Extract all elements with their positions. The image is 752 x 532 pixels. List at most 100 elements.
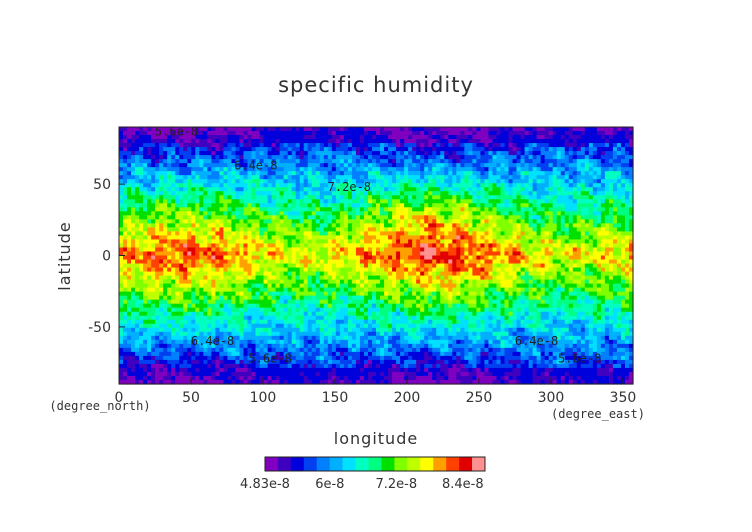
field-cell xyxy=(516,243,522,249)
field-cell xyxy=(251,135,257,140)
field-cell xyxy=(247,235,253,241)
field-cell xyxy=(580,203,586,208)
field-cell xyxy=(359,131,365,136)
field-cell xyxy=(416,175,421,180)
field-cell xyxy=(363,163,369,168)
field-cell xyxy=(600,143,606,148)
field-cell xyxy=(239,239,245,245)
field-cell xyxy=(380,259,385,265)
field-cell xyxy=(155,163,160,168)
field-cell xyxy=(532,267,538,273)
field-cell xyxy=(287,155,293,160)
field-cell xyxy=(191,135,196,140)
field-cell xyxy=(600,167,606,172)
field-cell xyxy=(363,135,369,140)
field-cell xyxy=(203,131,208,136)
field-cell xyxy=(347,251,353,257)
field-cell xyxy=(275,263,281,269)
field-cell xyxy=(147,247,152,253)
field-cell xyxy=(520,139,526,144)
field-cell xyxy=(416,259,421,265)
field-cell xyxy=(608,159,614,164)
field-cell xyxy=(524,191,530,196)
field-cell xyxy=(227,223,233,228)
field-cell xyxy=(335,199,341,204)
field-cell xyxy=(412,235,417,241)
field-cell xyxy=(428,231,433,237)
field-cell xyxy=(351,235,357,241)
field-cell xyxy=(400,199,405,204)
field-cell xyxy=(396,163,401,168)
field-cell xyxy=(436,131,441,136)
field-cell xyxy=(227,139,233,144)
field-cell xyxy=(311,239,317,245)
field-cell xyxy=(239,219,245,224)
field-cell xyxy=(367,207,373,212)
field-cell xyxy=(199,267,204,273)
field-cell xyxy=(452,183,457,188)
field-cell xyxy=(255,243,261,249)
field-cell xyxy=(363,267,369,273)
field-cell xyxy=(544,143,550,148)
field-cell xyxy=(311,243,317,249)
field-cell xyxy=(432,187,437,192)
field-cell xyxy=(520,207,526,212)
field-cell xyxy=(271,279,277,285)
field-cell xyxy=(275,131,281,136)
field-cell xyxy=(207,179,212,184)
field-cell xyxy=(195,259,200,265)
field-cell xyxy=(307,143,313,148)
field-cell xyxy=(271,211,277,216)
field-cell xyxy=(203,179,208,184)
field-cell xyxy=(367,263,373,269)
field-cell xyxy=(452,219,457,224)
field-cell xyxy=(175,195,180,200)
field-cell xyxy=(624,163,630,168)
field-cell xyxy=(488,155,494,160)
field-cell xyxy=(412,279,417,285)
field-cell xyxy=(628,179,634,184)
field-cell xyxy=(275,183,281,188)
field-cell xyxy=(452,187,457,192)
field-cell xyxy=(327,235,333,241)
field-cell xyxy=(223,127,229,132)
field-cell xyxy=(147,155,152,160)
field-cell xyxy=(376,179,381,184)
field-cell xyxy=(311,127,317,132)
field-cell xyxy=(400,259,405,265)
field-cell xyxy=(339,239,345,245)
field-cell xyxy=(576,259,582,265)
field-cell xyxy=(524,151,530,156)
field-cell xyxy=(331,275,337,281)
field-cell xyxy=(428,183,433,188)
field-cell xyxy=(287,263,293,269)
field-cell xyxy=(199,191,204,196)
field-cell xyxy=(195,171,200,176)
field-cell xyxy=(291,243,297,249)
field-cell xyxy=(628,187,634,192)
field-cell xyxy=(203,239,208,245)
field-cell xyxy=(392,195,397,200)
field-cell xyxy=(484,127,490,132)
field-cell xyxy=(227,259,233,265)
field-cell xyxy=(428,167,433,172)
field-cell xyxy=(392,271,397,277)
field-cell xyxy=(384,139,389,144)
field-cell xyxy=(147,251,152,257)
field-cell xyxy=(608,163,614,168)
field-cell xyxy=(476,143,482,148)
field-cell xyxy=(564,131,570,136)
field-cell xyxy=(171,191,176,196)
field-cell xyxy=(287,167,293,172)
field-cell xyxy=(235,207,241,212)
field-cell xyxy=(175,211,180,216)
field-cell xyxy=(267,247,273,253)
field-cell xyxy=(604,187,610,192)
field-cell xyxy=(371,247,377,253)
field-cell xyxy=(207,167,212,172)
field-cell xyxy=(159,239,164,245)
field-cell xyxy=(199,179,204,184)
field-cell xyxy=(355,239,361,245)
field-cell xyxy=(159,195,164,200)
field-cell xyxy=(428,263,433,269)
